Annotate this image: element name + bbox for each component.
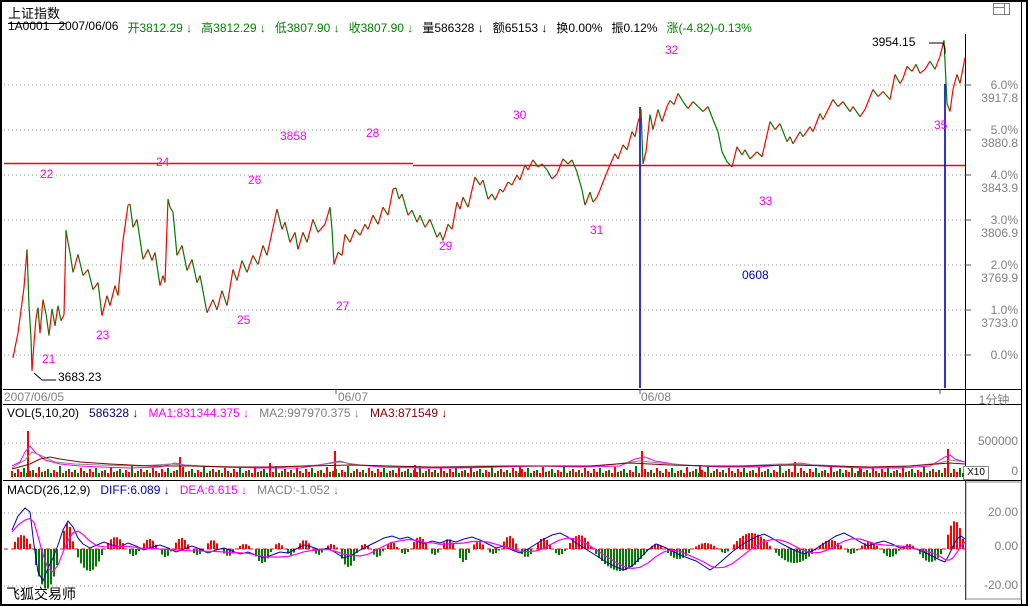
index-title: 上证指数 [8,3,67,24]
date-row-separator-top [3,389,1022,390]
quote-field-换: 换0.00% [556,21,603,35]
macd-header-item: DEA:6.615 ↓ [179,483,248,497]
quote-date: 2007/06/06 [58,19,119,33]
symbol-code: 1A0001 [8,19,50,33]
macd-header-item: DIFF:6.089 ↓ [100,483,170,497]
volume-multiplier-badge: X10 [963,466,989,480]
vol-header-item: MA2:997970.375 ↓ [259,406,360,420]
period-selector[interactable]: 1分钟 [978,393,1010,407]
volume-indicator-header: VOL(5,10,20) 586328 ↓ MA1:831344.375 ↓ MA2:… [7,406,447,420]
pane-layout-icon-divider [1004,4,1005,14]
vol-header-item: 586328 ↓ [89,406,139,420]
quote-field-额: 额65153 ↓ [492,21,548,35]
quote-field-涨: 涨(-4.82)-0.13% [666,21,752,35]
vol-header-item: VOL(5,10,20) [7,406,80,420]
app-watermark: 飞狐交易师 [6,584,79,604]
macd-header-item: MACD:-1.052 ↓ [257,483,340,497]
right-inner-border [1021,0,1022,604]
quote-field-振: 振0.12% [611,21,658,35]
quote-field-收: 收3807.90 ↓ [348,21,414,35]
vol-header-item: MA1:831344.375 ↓ [148,406,250,420]
date-row-separator-bottom [3,404,1022,405]
macd-header-item: MACD(26,12,9) [7,483,91,497]
vol-header-item: MA3:871549 ↓ [369,406,448,420]
quote-field-量: 量586328 ↓ [422,21,484,35]
pane-layout-icon[interactable] [993,3,1010,15]
macd-indicator-header: MACD(26,12,9) DIFF:6.089 ↓ DEA:6.615 ↓ MACD… [7,483,339,497]
price-axis-separator [965,34,966,600]
quote-field-高: 高3812.29 ↓ [201,21,266,35]
quote-bar: 1A0001 2007/06/06 开3812.29 ↓ 高3812.29 ↓ 低3… [8,19,752,36]
quote-field-低: 低3807.90 ↓ [274,21,340,35]
pane-layout-icon-bar [994,7,1004,8]
volume-pane-separator [3,480,1022,481]
quote-fields: 开3812.29 ↓ 高3812.29 ↓ 低3807.90 ↓ 收3807.90 ↓… [127,19,751,36]
quote-field-开: 开3812.29 ↓ [127,21,193,35]
